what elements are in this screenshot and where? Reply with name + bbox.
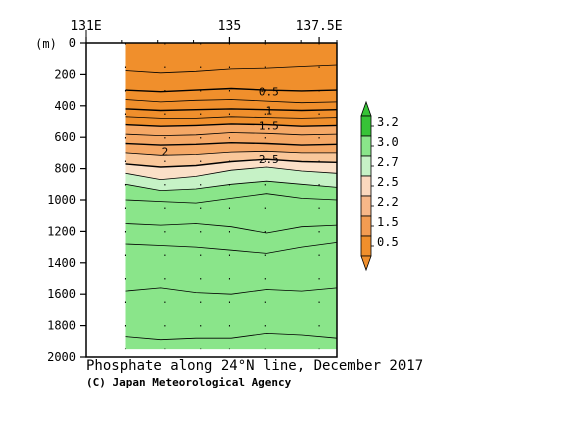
- no-data-area: [86, 43, 126, 357]
- y-tick-label-0: 0: [69, 36, 76, 50]
- y-tick-label-4: 800: [54, 162, 76, 176]
- deep-contour-line-0: [125, 193, 338, 204]
- y-tick-label-3: 600: [54, 130, 76, 144]
- contour-line-2.5: [125, 158, 338, 168]
- contour-line-1.5: [125, 123, 338, 127]
- legend-label-6: 0.5: [377, 235, 399, 249]
- legend-arrow-top: [360, 100, 372, 117]
- contour-label-2: 1.5: [259, 119, 279, 132]
- legend-swatch-3: [360, 175, 372, 197]
- band-1: [125, 88, 338, 127]
- contour-line-2.7: [125, 166, 338, 181]
- y-tick-label-1: 200: [54, 67, 76, 81]
- contour-label-3: 2: [162, 145, 169, 158]
- contour-label-0: 0.5: [259, 86, 279, 99]
- contour-line-3: [125, 180, 338, 192]
- deep-contour-line-1: [125, 223, 338, 234]
- band-4: [125, 159, 338, 180]
- contour-line-1: [125, 108, 338, 112]
- y-tick-label-10: 2000: [47, 350, 76, 364]
- contour-line-2: [125, 141, 338, 146]
- x-tick-label-2: 137.5E: [296, 19, 343, 34]
- legend-swatch-1: [360, 135, 372, 157]
- legend-label-0: 3.2: [377, 115, 399, 129]
- legend-label-5: 1.5: [377, 215, 399, 229]
- legend-label-1: 3.0: [377, 135, 399, 149]
- legend-arrow-bottom: [360, 255, 372, 272]
- legend-swatch-5: [360, 215, 372, 237]
- y-tick-label-2: 400: [54, 99, 76, 113]
- contour-line-0.25: [125, 64, 338, 74]
- contour-line-0.75: [125, 99, 338, 104]
- band-5: [125, 167, 338, 191]
- x-tick-label-1: 135: [218, 19, 241, 34]
- contour-line-0.5: [125, 87, 338, 93]
- chart-credit: (C) Japan Meteorological Agency: [86, 376, 292, 389]
- y-tick-label-7: 1400: [47, 256, 76, 270]
- legend-swatch-6: [360, 235, 372, 257]
- legend-swatch-4: [360, 195, 372, 217]
- deep-contour-line-4: [125, 332, 338, 341]
- contour-line-1.75: [125, 132, 338, 137]
- deep-contour-line-3: [125, 287, 338, 295]
- chart-title: Phosphate along 24°N line, December 2017: [86, 358, 424, 374]
- y-tick-label-6: 1200: [47, 224, 76, 238]
- y-unit-label: (m): [35, 37, 57, 51]
- contour-label-4: 2.5: [259, 153, 279, 166]
- legend-label-3: 2.5: [377, 175, 399, 189]
- y-tick-label-8: 1600: [47, 287, 76, 301]
- band-0: [125, 43, 338, 92]
- legend-swatch-2: [360, 155, 372, 177]
- contour-line-1.25: [125, 116, 338, 119]
- contour-label-1: 1: [266, 105, 273, 118]
- contour-line-2.25: [125, 150, 337, 156]
- legend-swatch-0: [360, 115, 372, 137]
- y-tick-label-9: 1800: [47, 319, 76, 333]
- x-tick-label-0: 131E: [70, 19, 101, 34]
- y-tick-label-5: 1000: [47, 193, 76, 207]
- band-2: [125, 123, 338, 156]
- legend-label-2: 2.7: [377, 155, 399, 169]
- legend-label-4: 2.2: [377, 195, 399, 209]
- deep-contour-line-2: [125, 242, 338, 254]
